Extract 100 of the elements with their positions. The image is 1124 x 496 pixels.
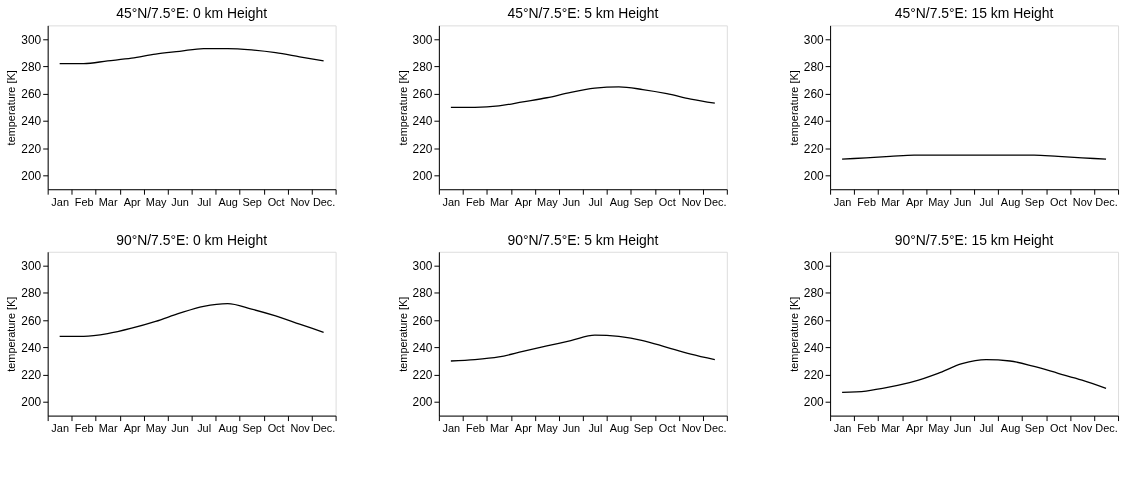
y-tick-label: 300: [21, 258, 42, 273]
x-tick-label: Dec.: [312, 195, 336, 208]
x-tick-label: Dec.: [1095, 195, 1118, 208]
y-tick-label: 280: [803, 286, 825, 301]
y-tick-label: 300: [803, 32, 825, 47]
x-tick-label: Mar: [489, 195, 510, 208]
y-tick-label: 200: [21, 395, 42, 410]
x-tick-label: Dec.: [1095, 421, 1118, 434]
y-tick-label: 200: [412, 395, 433, 410]
x-tick-label: Sep: [242, 195, 262, 208]
x-tick-label: Jul: [979, 195, 994, 208]
x-tick-label: Nov: [1072, 421, 1093, 434]
y-tick-label: 280: [412, 286, 433, 301]
x-tick-label: Jul: [979, 421, 994, 434]
x-tick-label: May: [145, 195, 167, 208]
x-tick-label: Apr: [906, 421, 924, 434]
y-tick-label: 280: [803, 59, 825, 74]
y-axis-title: temperature [K]: [5, 70, 18, 146]
y-tick-label: 260: [412, 313, 433, 328]
y-tick-label: 280: [21, 59, 42, 74]
x-tick-label: Jan: [833, 195, 852, 208]
y-tick-label: 220: [21, 368, 42, 383]
x-tick-label: Sep: [633, 195, 654, 208]
y-tick-label: 240: [21, 114, 42, 129]
x-tick-label: Mar: [881, 195, 901, 208]
y-axis-title: temperature [K]: [787, 70, 800, 146]
x-tick-label: Oct: [1050, 421, 1068, 434]
y-tick-label: 220: [803, 368, 825, 383]
chart-title: 45°N/7.5°E: 5 km Height: [507, 5, 659, 22]
x-tick-label: Oct: [267, 421, 285, 434]
x-tick-label: Feb: [857, 195, 876, 208]
y-tick-label: 260: [803, 313, 825, 328]
x-tick-label: Jun: [953, 421, 972, 434]
y-tick-label: 220: [412, 368, 433, 383]
y-tick-label: 240: [803, 340, 825, 355]
y-tick-label: 220: [21, 141, 42, 156]
x-tick-label: May: [928, 195, 950, 208]
x-tick-label: Feb: [857, 421, 876, 434]
y-tick-label: 200: [21, 169, 42, 184]
x-tick-label: Jul: [197, 195, 212, 208]
x-tick-label: Apr: [514, 195, 533, 208]
x-tick-label: Jul: [588, 195, 603, 208]
x-tick-label: May: [537, 195, 559, 208]
chart-title: 90°N/7.5°E: 5 km Height: [507, 231, 659, 248]
x-tick-label: Nov: [290, 195, 311, 208]
y-tick-label: 300: [412, 258, 433, 273]
x-tick-label: Sep: [242, 421, 262, 434]
y-axis-title: temperature [K]: [396, 296, 409, 372]
y-tick-label: 220: [412, 141, 433, 156]
x-tick-label: Aug: [609, 195, 630, 208]
y-tick-label: 300: [803, 258, 825, 273]
x-tick-label: Mar: [98, 195, 118, 208]
x-tick-label: Oct: [658, 195, 676, 208]
x-tick-label: Dec.: [704, 421, 727, 434]
x-tick-label: May: [537, 421, 559, 434]
line-series: [450, 86, 716, 108]
y-tick-label: 280: [21, 286, 42, 301]
x-tick-label: Oct: [658, 421, 676, 434]
y-tick-label: 240: [412, 340, 433, 355]
x-tick-label: Feb: [74, 421, 94, 434]
x-tick-label: Aug: [1000, 421, 1021, 434]
y-tick-label: 240: [803, 114, 825, 129]
x-tick-label: Apr: [514, 421, 533, 434]
x-tick-label: Jun: [171, 421, 189, 434]
x-tick-label: Aug: [609, 421, 630, 434]
x-tick-label: Sep: [1024, 195, 1045, 208]
x-tick-label: Jul: [197, 421, 212, 434]
y-tick-label: 260: [21, 87, 42, 102]
chart-title: 90°N/7.5°E: 0 km Height: [116, 231, 268, 248]
y-tick-label: 240: [21, 340, 42, 355]
x-tick-label: Feb: [74, 195, 94, 208]
x-tick-label: Jun: [953, 195, 972, 208]
y-tick-label: 260: [412, 87, 433, 102]
y-tick-label: 240: [412, 114, 433, 129]
x-tick-label: Oct: [267, 195, 285, 208]
line-series: [59, 47, 325, 65]
x-tick-label: Apr: [123, 421, 141, 434]
x-tick-label: Nov: [290, 421, 311, 434]
x-tick-label: Mar: [489, 421, 510, 434]
y-tick-label: 260: [803, 87, 825, 102]
x-tick-label: May: [145, 421, 167, 434]
x-tick-label: Jun: [562, 195, 581, 208]
y-tick-label: 200: [412, 169, 433, 184]
x-tick-label: Jan: [442, 195, 461, 208]
x-tick-label: Apr: [906, 195, 924, 208]
chart-title: 90°N/7.5°E: 15 km Height: [894, 231, 1054, 248]
y-tick-label: 260: [21, 313, 42, 328]
x-tick-label: Jan: [51, 421, 69, 434]
y-axis-title: temperature [K]: [396, 70, 409, 146]
line-series: [59, 303, 325, 338]
x-tick-label: Oct: [1050, 195, 1068, 208]
y-axis-title: temperature [K]: [787, 296, 800, 372]
y-axis-title: temperature [K]: [5, 296, 18, 372]
line-series: [841, 358, 1107, 394]
y-tick-label: 220: [803, 141, 825, 156]
x-tick-label: Jan: [51, 195, 69, 208]
y-tick-label: 200: [803, 169, 825, 184]
x-tick-label: Jan: [442, 421, 461, 434]
x-tick-label: Dec.: [312, 421, 336, 434]
x-tick-label: Jun: [171, 195, 189, 208]
